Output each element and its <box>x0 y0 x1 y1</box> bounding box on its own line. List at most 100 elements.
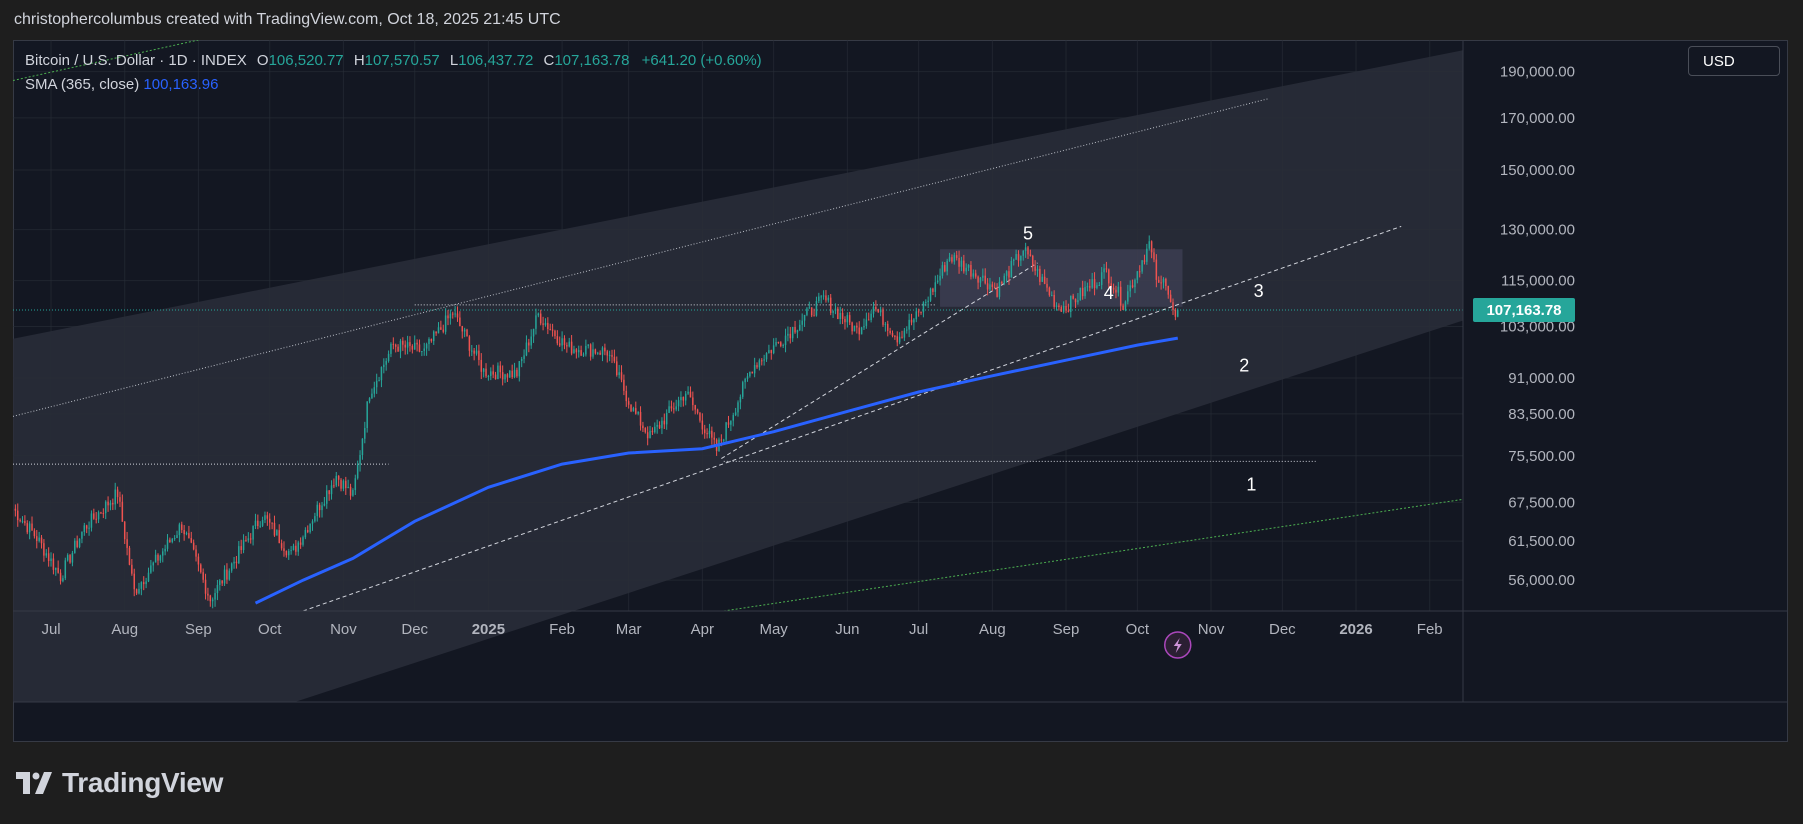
candle[interactable] <box>539 309 542 326</box>
candle[interactable] <box>711 426 713 445</box>
candle[interactable] <box>1001 280 1003 285</box>
candle[interactable] <box>570 335 573 356</box>
candle[interactable] <box>1015 249 1017 260</box>
candle[interactable] <box>432 330 435 345</box>
candle[interactable] <box>955 250 958 261</box>
candle[interactable] <box>815 296 818 317</box>
candle[interactable] <box>1124 300 1127 312</box>
candle[interactable] <box>38 531 40 543</box>
candle[interactable] <box>430 338 433 343</box>
candle[interactable] <box>689 386 692 398</box>
candle[interactable] <box>171 537 174 544</box>
candle[interactable] <box>520 356 523 368</box>
candle[interactable] <box>456 306 459 322</box>
candle[interactable] <box>323 496 326 507</box>
candle[interactable] <box>166 534 169 552</box>
candle[interactable] <box>466 328 468 337</box>
candle[interactable] <box>28 521 31 540</box>
candle[interactable] <box>181 521 183 534</box>
candle[interactable] <box>742 380 744 399</box>
candle[interactable] <box>347 479 349 489</box>
candle[interactable] <box>14 504 17 517</box>
candle[interactable] <box>1172 298 1174 316</box>
candle[interactable] <box>454 306 456 318</box>
candle[interactable] <box>772 338 775 355</box>
wave-label-4[interactable]: 4 <box>1104 283 1114 303</box>
candle[interactable] <box>642 421 644 433</box>
candle[interactable] <box>1036 265 1039 277</box>
candle[interactable] <box>998 277 1001 300</box>
candle[interactable] <box>1127 284 1129 305</box>
candle[interactable] <box>1041 273 1044 283</box>
candle[interactable] <box>1122 303 1124 310</box>
candle[interactable] <box>542 316 544 331</box>
candle[interactable] <box>734 407 737 417</box>
candle[interactable] <box>394 343 397 353</box>
candle[interactable] <box>1160 275 1162 290</box>
candle[interactable] <box>19 518 21 523</box>
candle[interactable] <box>45 549 48 558</box>
candle[interactable] <box>452 311 454 319</box>
candle[interactable] <box>806 307 808 317</box>
candle[interactable] <box>568 337 570 348</box>
candle[interactable] <box>910 313 913 326</box>
candle[interactable] <box>756 362 758 369</box>
candle[interactable] <box>283 541 285 557</box>
candle[interactable] <box>1117 281 1120 297</box>
candle[interactable] <box>673 402 675 414</box>
candle[interactable] <box>1027 246 1029 260</box>
candle[interactable] <box>1062 301 1065 314</box>
candle[interactable] <box>599 350 601 356</box>
candle[interactable] <box>1058 303 1060 311</box>
candle[interactable] <box>587 344 589 349</box>
candle[interactable] <box>326 485 328 509</box>
candle[interactable] <box>1143 254 1146 265</box>
candle[interactable] <box>169 537 171 543</box>
candle[interactable] <box>135 588 138 596</box>
candle[interactable] <box>611 349 613 364</box>
candle[interactable] <box>777 341 780 344</box>
wave-label-1[interactable]: 1 <box>1246 474 1256 494</box>
candle[interactable] <box>796 329 799 339</box>
candle[interactable] <box>877 308 879 313</box>
candle[interactable] <box>889 327 891 335</box>
candle[interactable] <box>649 425 651 439</box>
candle[interactable] <box>1029 249 1032 257</box>
candle[interactable] <box>537 312 540 318</box>
candle[interactable] <box>627 397 630 409</box>
candle[interactable] <box>696 408 699 415</box>
candle[interactable] <box>1177 308 1179 318</box>
candle[interactable] <box>708 423 711 439</box>
candle[interactable] <box>211 597 214 609</box>
candle[interactable] <box>820 294 822 304</box>
candle[interactable] <box>150 559 152 574</box>
candle[interactable] <box>670 400 673 412</box>
candle[interactable] <box>977 275 979 290</box>
candle[interactable] <box>64 557 67 581</box>
candle[interactable] <box>444 308 447 335</box>
candle[interactable] <box>753 357 756 378</box>
candle[interactable] <box>145 577 147 589</box>
candle[interactable] <box>71 550 74 567</box>
candle[interactable] <box>492 364 494 379</box>
candle[interactable] <box>1141 260 1143 274</box>
candle[interactable] <box>936 274 939 284</box>
candle[interactable] <box>31 516 33 531</box>
candle[interactable] <box>608 350 611 362</box>
candle[interactable] <box>1055 302 1058 311</box>
candle[interactable] <box>558 336 561 347</box>
candle[interactable] <box>1174 308 1177 321</box>
candle[interactable] <box>682 396 685 407</box>
candle[interactable] <box>974 269 977 279</box>
candle[interactable] <box>746 373 749 382</box>
candle[interactable] <box>278 524 280 544</box>
candle[interactable] <box>929 287 932 302</box>
candle[interactable] <box>979 276 982 288</box>
candle[interactable] <box>266 511 269 526</box>
candle[interactable] <box>475 345 478 356</box>
candle[interactable] <box>1153 248 1155 263</box>
candle[interactable] <box>36 530 38 549</box>
candle[interactable] <box>33 528 36 539</box>
candle[interactable] <box>21 516 24 524</box>
candle[interactable] <box>383 358 385 374</box>
